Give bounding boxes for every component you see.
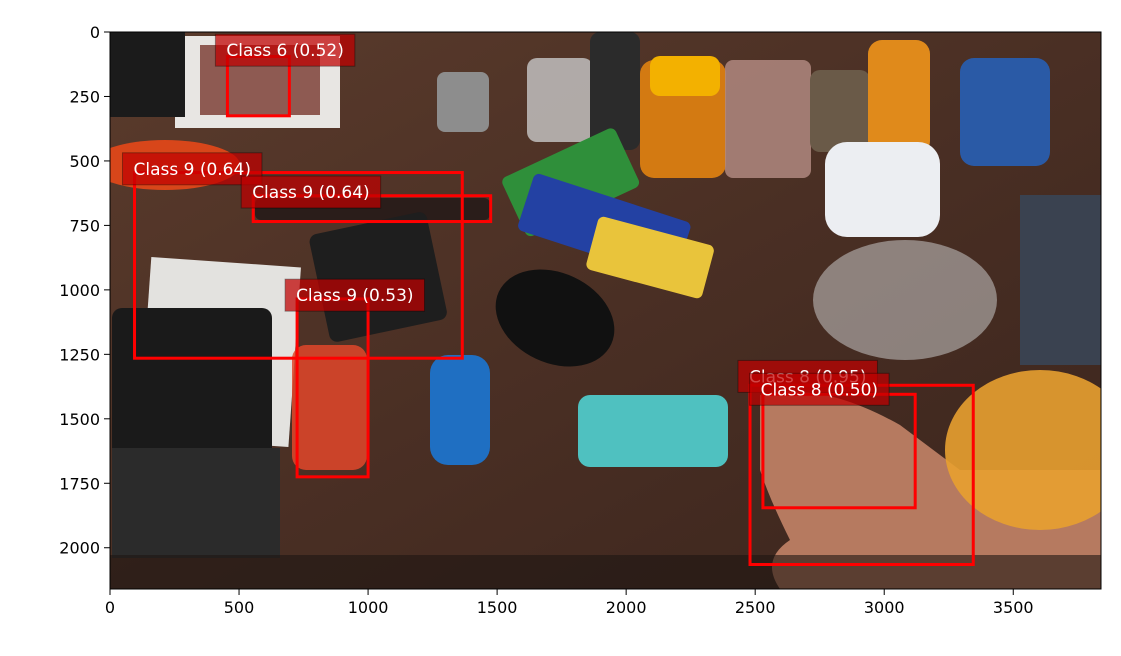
detection-1: Class 9 (0.64) xyxy=(121,152,464,360)
x-tick-label: 3500 xyxy=(993,598,1034,617)
y-tick-label: 1000 xyxy=(59,281,100,300)
detection-label: Class 6 (0.52) xyxy=(226,41,343,61)
cup xyxy=(437,72,489,132)
teal-case xyxy=(578,395,728,467)
left-frame xyxy=(110,32,185,117)
plastic-box xyxy=(725,60,811,178)
y-tick-label: 250 xyxy=(69,87,100,106)
detections-layer: Class 6 (0.52) Class 9 (0.64)Class 9 (0.6… xyxy=(121,33,975,567)
lotion-bottle xyxy=(825,142,940,237)
x-tick-label: 3000 xyxy=(864,598,905,617)
y-tick-label: 1500 xyxy=(59,410,100,429)
x-tick-label: 0 xyxy=(105,598,115,617)
snack-pack-yellow xyxy=(586,216,714,299)
x-tick-label: 1500 xyxy=(477,598,518,617)
y-tick-label: 0 xyxy=(90,23,100,42)
detection-5: Class 8 (0.50) xyxy=(749,372,917,510)
label-background xyxy=(284,278,426,312)
detection-label: Class 8 (0.50) xyxy=(761,380,878,400)
x-tick-label: 500 xyxy=(224,598,255,617)
dark-bottle xyxy=(590,32,640,150)
blue-bottle xyxy=(430,355,490,465)
scissors xyxy=(292,345,367,470)
y-tick-label: 1750 xyxy=(59,474,100,493)
orange-bottle xyxy=(868,40,930,155)
jar-2 xyxy=(810,70,870,152)
orange-jar-lid xyxy=(650,56,720,96)
y-axis: 0 250 500 750 1000 1250 1500 1750 2000 xyxy=(59,23,110,558)
label-background xyxy=(240,175,382,209)
x-tick-label: 1000 xyxy=(348,598,389,617)
label-background xyxy=(214,33,356,67)
x-tick-label: 2500 xyxy=(735,598,776,617)
detection-label: Class 9 (0.53) xyxy=(296,286,413,306)
detection-label: Class 9 (0.64) xyxy=(133,160,250,180)
laptop xyxy=(1020,195,1101,365)
label-background xyxy=(749,372,890,406)
x-axis: 0 500 1000 1500 2000 2500 3000 3500 xyxy=(105,589,1034,617)
orange-jug xyxy=(945,370,1101,530)
y-tick-label: 2000 xyxy=(59,539,100,558)
axes-frame xyxy=(109,31,1102,590)
hand xyxy=(760,391,1101,589)
glass-bowl xyxy=(813,240,997,360)
mouse xyxy=(495,269,615,367)
black-box xyxy=(112,308,272,458)
y-tick-label: 1250 xyxy=(59,345,100,364)
detection-2: Class 9 (0.64) xyxy=(240,175,493,224)
y-tick-label: 750 xyxy=(69,216,100,235)
blue-jar xyxy=(960,58,1050,166)
y-tick-label: 500 xyxy=(69,152,100,171)
detection-0: Class 6 (0.52) xyxy=(214,33,356,118)
kit-box xyxy=(112,448,280,558)
label-background xyxy=(121,152,263,186)
detection-label: Class 9 (0.64) xyxy=(252,183,369,203)
detection-3: Class 9 (0.53) xyxy=(284,278,426,479)
plastic-cup xyxy=(527,58,593,142)
bottom-shadow xyxy=(110,555,1101,589)
x-tick-label: 2000 xyxy=(606,598,647,617)
